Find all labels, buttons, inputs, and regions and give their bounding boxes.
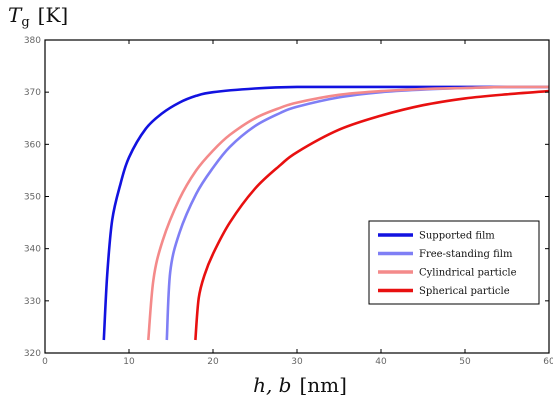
y-tick-label: 360 — [24, 140, 41, 150]
legend-label-1: Supported film — [419, 231, 495, 242]
legend-label-3: Cylindrical particle — [419, 268, 517, 279]
series-line-1 — [102, 85, 549, 341]
x-tick-label: 40 — [375, 357, 387, 367]
series-layer — [102, 85, 550, 341]
y-tick-label: 350 — [24, 193, 41, 203]
x-tick-label: 0 — [42, 357, 48, 367]
y-tick-label: 370 — [24, 88, 41, 98]
legend-label-4: Spherical particle — [419, 286, 510, 297]
y-axis-label: Tg [K] — [8, 3, 68, 30]
legend: Supported film Free-standing film Cylindri… — [368, 220, 540, 305]
y-tick-label: 320 — [24, 349, 41, 359]
x-tick-label: 30 — [291, 357, 303, 367]
series-line-4 — [194, 89, 550, 341]
x-axis-label-vars: h, b — [253, 373, 291, 397]
legend-label-2: Free-standing film — [419, 249, 513, 260]
x-tick-label: 10 — [123, 357, 135, 367]
y-axis-label-subscript: g — [21, 15, 29, 30]
y-tick-label: 380 — [24, 36, 41, 46]
x-axis-label: h, b [nm] — [253, 373, 347, 397]
x-tick-label: 60 — [543, 357, 553, 367]
x-axis-label-unit: [nm] — [299, 373, 346, 397]
y-tick-label: 340 — [24, 245, 41, 255]
y-tick-label: 330 — [24, 297, 41, 307]
y-axis-label-unit: [K] — [38, 3, 69, 27]
y-axis-label-var: T — [8, 3, 23, 27]
x-tick-label: 50 — [459, 357, 471, 367]
ticks-layer: 0 10 20 30 40 50 60 320 330 340 350 360 370 380 — [24, 36, 553, 367]
x-tick-label: 20 — [207, 357, 219, 367]
series-line-3 — [147, 85, 549, 341]
